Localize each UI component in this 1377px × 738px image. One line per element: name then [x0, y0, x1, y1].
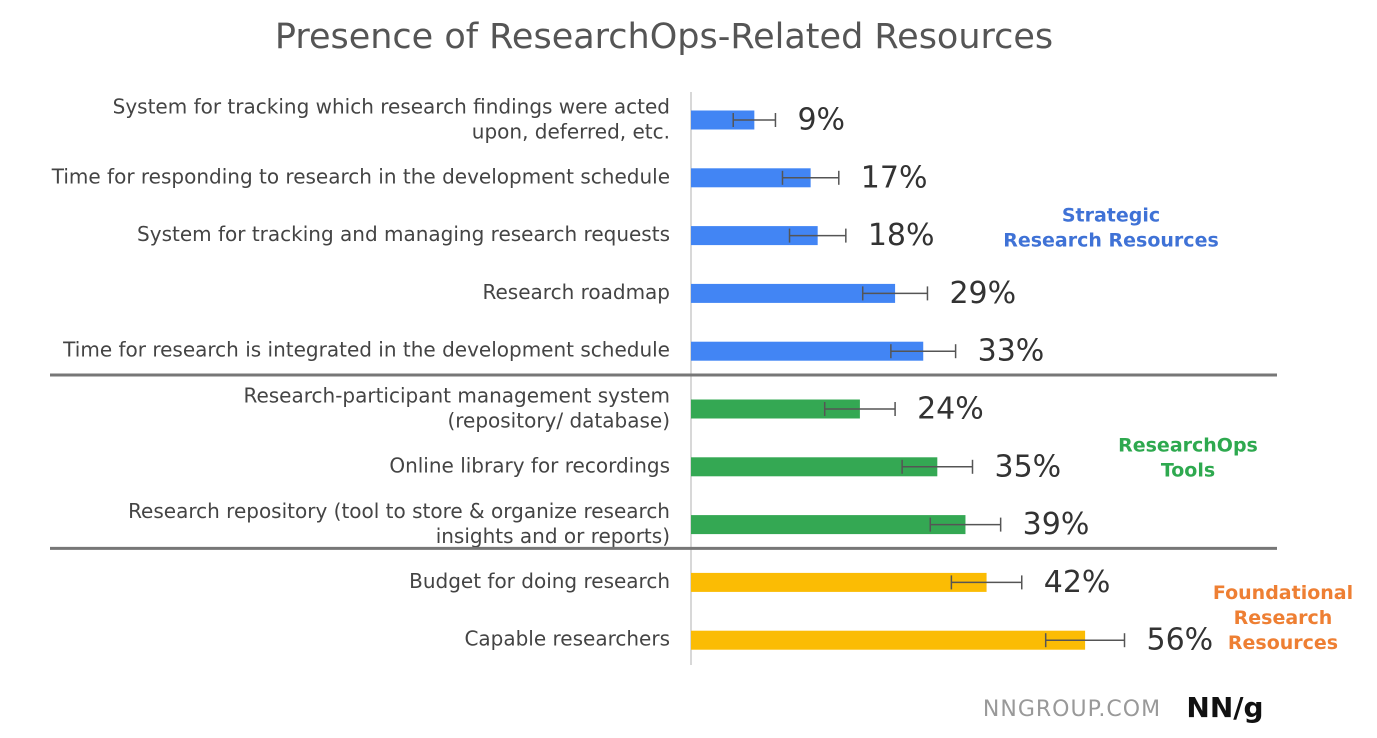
category-label: System for tracking which research findi…: [113, 94, 670, 143]
bar: [691, 457, 938, 477]
value-label: 24%: [917, 392, 984, 427]
value-label: 18%: [868, 218, 935, 253]
value-label: 29%: [949, 276, 1016, 311]
category-label: Online library for recordings: [389, 453, 670, 477]
value-label: 33%: [978, 334, 1045, 369]
category-label: Research-participant management system (r…: [243, 383, 670, 432]
bar: [691, 168, 811, 188]
category-label: Budget for doing research: [409, 569, 670, 593]
bar: [691, 283, 896, 303]
value-label: 42%: [1044, 565, 1111, 600]
category-label: Research roadmap: [483, 280, 671, 304]
source: NNGROUP.COM: [983, 697, 1161, 722]
value-label: 56%: [1147, 623, 1214, 658]
bar: [691, 630, 1086, 650]
value-label: 39%: [1023, 507, 1090, 542]
value-label: 9%: [797, 103, 845, 138]
category-label: Capable researchers: [464, 627, 670, 651]
bar: [691, 226, 818, 246]
value-label: 35%: [995, 449, 1062, 484]
chart-title: Presence of ResearchOps-Related Resource…: [275, 17, 1053, 57]
category-label: Time for responding to research in the d…: [51, 164, 670, 188]
group-label: ResearchOps Tools: [1118, 434, 1258, 481]
value-label: 17%: [861, 160, 928, 195]
category-label: System for tracking and managing researc…: [137, 222, 670, 246]
group-label: Foundational Research Resources: [1213, 582, 1353, 654]
category-label: Research repository (tool to store & org…: [128, 499, 670, 548]
bar: [691, 515, 966, 535]
bar: [691, 110, 755, 130]
bar: [691, 399, 860, 419]
category-label: Time for research is integrated in the d…: [62, 338, 670, 362]
bar: [691, 341, 924, 361]
group-label: Strategic Research Resources: [1003, 204, 1219, 251]
logo: NN/g: [1186, 691, 1263, 724]
bar: [691, 572, 987, 592]
